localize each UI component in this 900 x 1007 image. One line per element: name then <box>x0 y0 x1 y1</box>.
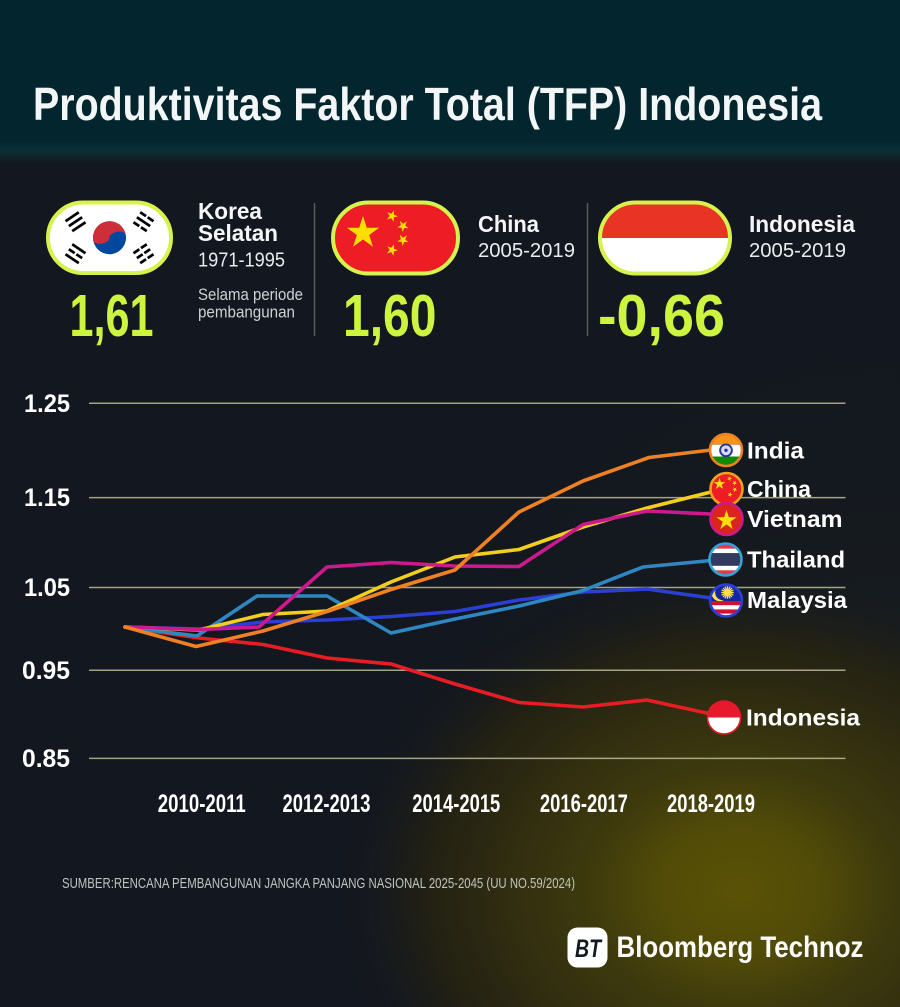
svg-text:Korea: Korea <box>198 198 262 224</box>
svg-text:BT: BT <box>575 935 603 963</box>
svg-text:1.05: 1.05 <box>24 574 70 602</box>
svg-text:0.85: 0.85 <box>22 745 70 773</box>
svg-text:pembangunan: pembangunan <box>198 303 295 322</box>
svg-text:Selama periode: Selama periode <box>198 285 303 304</box>
svg-text:-0,66: -0,66 <box>598 283 725 349</box>
svg-text:China: China <box>747 476 811 502</box>
svg-text:China: China <box>478 211 539 237</box>
svg-text:1.25: 1.25 <box>24 390 70 418</box>
svg-text:Produktivitas Faktor Total (TF: Produktivitas Faktor Total (TFP) Indones… <box>33 78 822 130</box>
svg-text:0.95: 0.95 <box>22 657 70 685</box>
svg-text:2005-2019: 2005-2019 <box>749 240 846 262</box>
svg-text:2005-2019: 2005-2019 <box>478 240 575 262</box>
svg-text:2012-2013: 2012-2013 <box>283 790 371 818</box>
svg-text:1.15: 1.15 <box>24 484 70 512</box>
svg-text:Indonesia: Indonesia <box>749 211 855 237</box>
svg-text:Vietnam: Vietnam <box>747 506 843 532</box>
svg-text:2010-2011: 2010-2011 <box>158 790 246 818</box>
svg-text:Indonesia: Indonesia <box>746 705 860 731</box>
svg-text:India: India <box>747 438 804 464</box>
svg-text:1,60: 1,60 <box>343 283 437 349</box>
svg-text:Thailand: Thailand <box>747 547 845 573</box>
svg-text:2016-2017: 2016-2017 <box>540 790 628 818</box>
svg-text:SUMBER:RENCANA PEMBANGUNAN JAN: SUMBER:RENCANA PEMBANGUNAN JANGKA PANJAN… <box>62 875 575 892</box>
svg-text:Selatan: Selatan <box>198 220 278 246</box>
svg-text:2018-2019: 2018-2019 <box>667 790 755 818</box>
svg-text:2014-2015: 2014-2015 <box>412 790 500 818</box>
svg-text:Bloomberg Technoz: Bloomberg Technoz <box>617 931 864 964</box>
svg-text:1,61: 1,61 <box>70 283 154 349</box>
svg-text:1971-1995: 1971-1995 <box>198 250 285 272</box>
svg-text:Malaysia: Malaysia <box>747 587 847 613</box>
